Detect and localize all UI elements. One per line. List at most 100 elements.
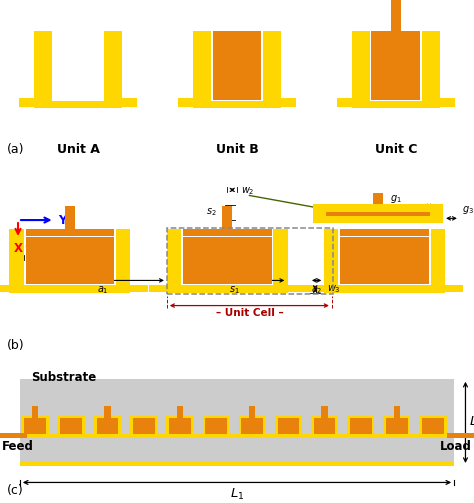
Bar bbox=[20, 461, 454, 466]
Bar bbox=[340, 237, 429, 285]
Bar bbox=[202, 416, 229, 435]
Bar bbox=[130, 416, 157, 435]
Bar bbox=[9, 286, 130, 293]
Bar bbox=[275, 416, 302, 435]
Bar bbox=[177, 406, 183, 418]
Text: $L_2$: $L_2$ bbox=[469, 415, 474, 430]
Bar bbox=[447, 433, 474, 438]
Bar bbox=[321, 406, 328, 418]
Bar bbox=[32, 406, 38, 418]
Bar bbox=[394, 406, 400, 418]
Bar bbox=[281, 98, 296, 107]
Bar bbox=[133, 418, 155, 434]
Bar bbox=[116, 229, 130, 286]
Bar bbox=[324, 286, 445, 293]
Bar bbox=[373, 193, 383, 205]
Bar bbox=[352, 101, 439, 108]
Bar bbox=[64, 206, 75, 229]
Bar bbox=[340, 229, 429, 236]
Bar bbox=[26, 237, 114, 285]
Bar bbox=[324, 229, 338, 286]
Bar bbox=[183, 229, 272, 236]
Bar bbox=[97, 418, 118, 434]
Bar bbox=[249, 406, 255, 418]
Bar bbox=[277, 418, 299, 434]
Text: – Unit Cell –: – Unit Cell – bbox=[216, 308, 283, 318]
Bar bbox=[422, 31, 439, 101]
Bar bbox=[0, 285, 9, 292]
Bar bbox=[34, 101, 122, 108]
Bar bbox=[24, 418, 46, 434]
Bar bbox=[239, 416, 265, 435]
Bar bbox=[34, 31, 53, 101]
Bar bbox=[193, 31, 211, 101]
Bar bbox=[212, 31, 262, 38]
Text: Unit B: Unit B bbox=[216, 143, 258, 156]
Text: Feed: Feed bbox=[2, 440, 34, 453]
Bar bbox=[212, 38, 262, 101]
Bar bbox=[167, 286, 288, 293]
Text: $a_2$: $a_2$ bbox=[311, 285, 322, 296]
Text: Unit A: Unit A bbox=[57, 143, 100, 156]
Bar bbox=[60, 418, 82, 434]
Bar bbox=[22, 416, 48, 435]
Bar bbox=[383, 416, 410, 435]
Bar bbox=[122, 98, 137, 107]
Bar bbox=[352, 31, 370, 101]
Bar bbox=[430, 205, 443, 216]
Bar bbox=[19, 98, 34, 107]
Bar bbox=[314, 418, 336, 434]
Bar bbox=[439, 98, 455, 107]
Text: (a): (a) bbox=[7, 143, 25, 156]
Bar bbox=[178, 98, 193, 107]
Bar bbox=[313, 205, 326, 216]
Bar bbox=[337, 98, 352, 107]
Bar bbox=[371, 31, 420, 38]
Bar bbox=[419, 416, 447, 435]
Bar bbox=[306, 285, 324, 292]
Bar bbox=[371, 38, 420, 101]
Bar bbox=[313, 205, 443, 212]
Bar bbox=[391, 0, 401, 31]
Text: $g_2$: $g_2$ bbox=[329, 202, 341, 214]
Text: Substrate: Substrate bbox=[31, 371, 96, 384]
Bar bbox=[166, 416, 193, 435]
Bar bbox=[104, 31, 122, 101]
Bar bbox=[9, 229, 24, 286]
Bar bbox=[386, 418, 408, 434]
Text: $g_3$: $g_3$ bbox=[462, 204, 474, 216]
Bar bbox=[241, 418, 263, 434]
Bar bbox=[0, 433, 27, 438]
Bar bbox=[350, 418, 372, 434]
Bar bbox=[104, 406, 111, 418]
Text: (c): (c) bbox=[7, 484, 24, 497]
Bar bbox=[326, 212, 430, 216]
Bar bbox=[149, 285, 167, 292]
Bar bbox=[311, 416, 338, 435]
Bar bbox=[422, 418, 444, 434]
Bar bbox=[94, 416, 121, 435]
Bar bbox=[20, 434, 454, 438]
Text: Y: Y bbox=[58, 214, 66, 226]
Text: $s_1$: $s_1$ bbox=[229, 285, 239, 296]
Bar bbox=[445, 285, 463, 292]
Bar bbox=[20, 379, 454, 466]
Bar bbox=[273, 229, 288, 286]
Bar bbox=[169, 418, 191, 434]
Text: Unit C: Unit C bbox=[374, 143, 417, 156]
Text: X: X bbox=[14, 242, 22, 255]
Bar bbox=[167, 229, 181, 286]
Bar bbox=[222, 206, 232, 229]
Bar bbox=[431, 229, 445, 286]
Bar bbox=[183, 237, 272, 285]
Bar bbox=[288, 285, 306, 292]
Bar bbox=[58, 416, 85, 435]
Text: (b): (b) bbox=[7, 339, 25, 352]
Bar bbox=[26, 229, 114, 236]
Text: $g_1$: $g_1$ bbox=[390, 193, 401, 205]
Bar bbox=[263, 31, 281, 101]
Bar bbox=[347, 416, 374, 435]
Bar bbox=[205, 418, 227, 434]
Text: $w_1$: $w_1$ bbox=[24, 243, 37, 255]
Text: Load: Load bbox=[440, 440, 472, 453]
